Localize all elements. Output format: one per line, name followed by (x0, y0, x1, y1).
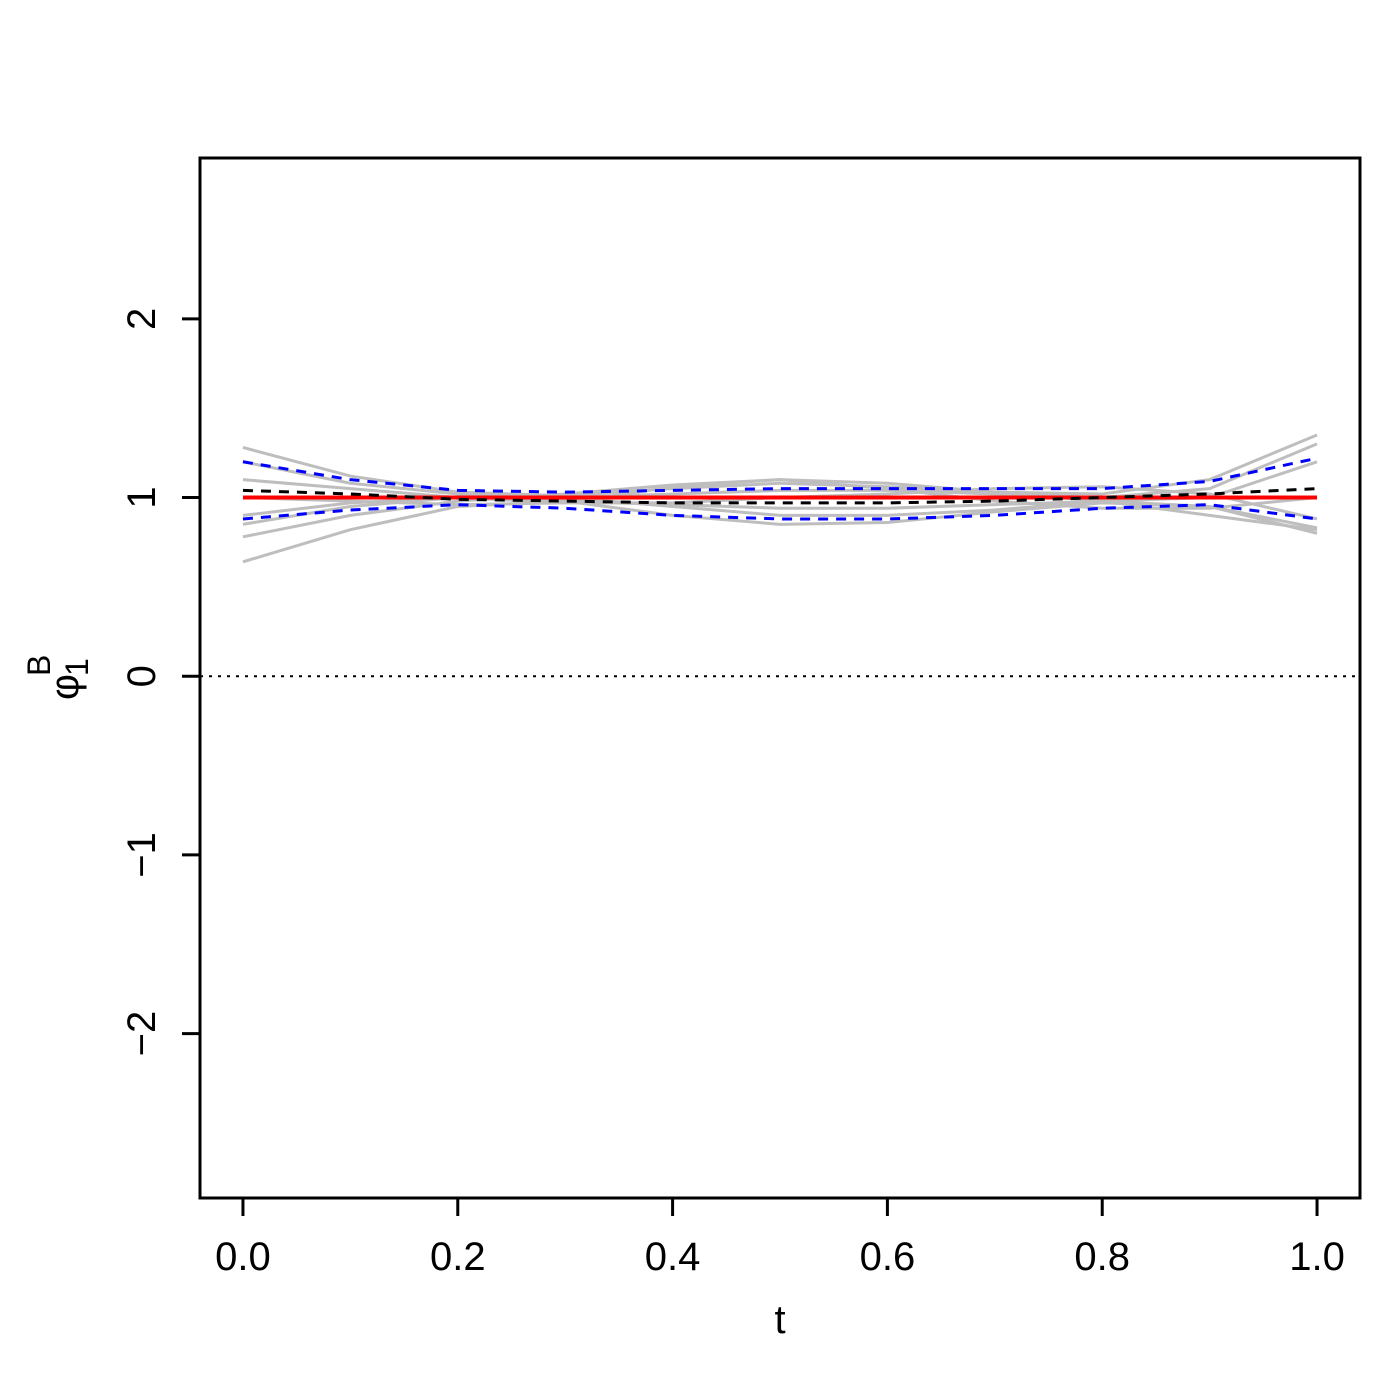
series-line (242, 478, 1318, 539)
x-tick-label: 0.6 (860, 1235, 916, 1279)
x-tick-label: 0.4 (645, 1235, 701, 1279)
x-tick-label: 0.0 (215, 1235, 271, 1279)
y-tick-label: −1 (120, 832, 164, 878)
y-tick-label: 0 (120, 665, 164, 687)
series-line (242, 456, 1318, 494)
y-tick-label: 1 (120, 486, 164, 508)
x-tick-label: 0.2 (430, 1235, 486, 1279)
y-tick-label: −2 (120, 1011, 164, 1057)
y-label-symbol: φ (43, 674, 87, 700)
x-tick-label: 0.8 (1074, 1235, 1130, 1279)
x-tick-label: 1.0 (1289, 1235, 1345, 1279)
plot-frame (198, 156, 1362, 1200)
y-label-superscript: B (21, 655, 57, 676)
x-axis-label: t (774, 1298, 785, 1342)
plot-area (200, 433, 1360, 678)
series-line (242, 442, 1318, 500)
y-label-subscript: 1 (59, 658, 95, 676)
y-axis-label: φ 1 B (21, 655, 95, 700)
y-tick-label: 2 (120, 308, 164, 330)
